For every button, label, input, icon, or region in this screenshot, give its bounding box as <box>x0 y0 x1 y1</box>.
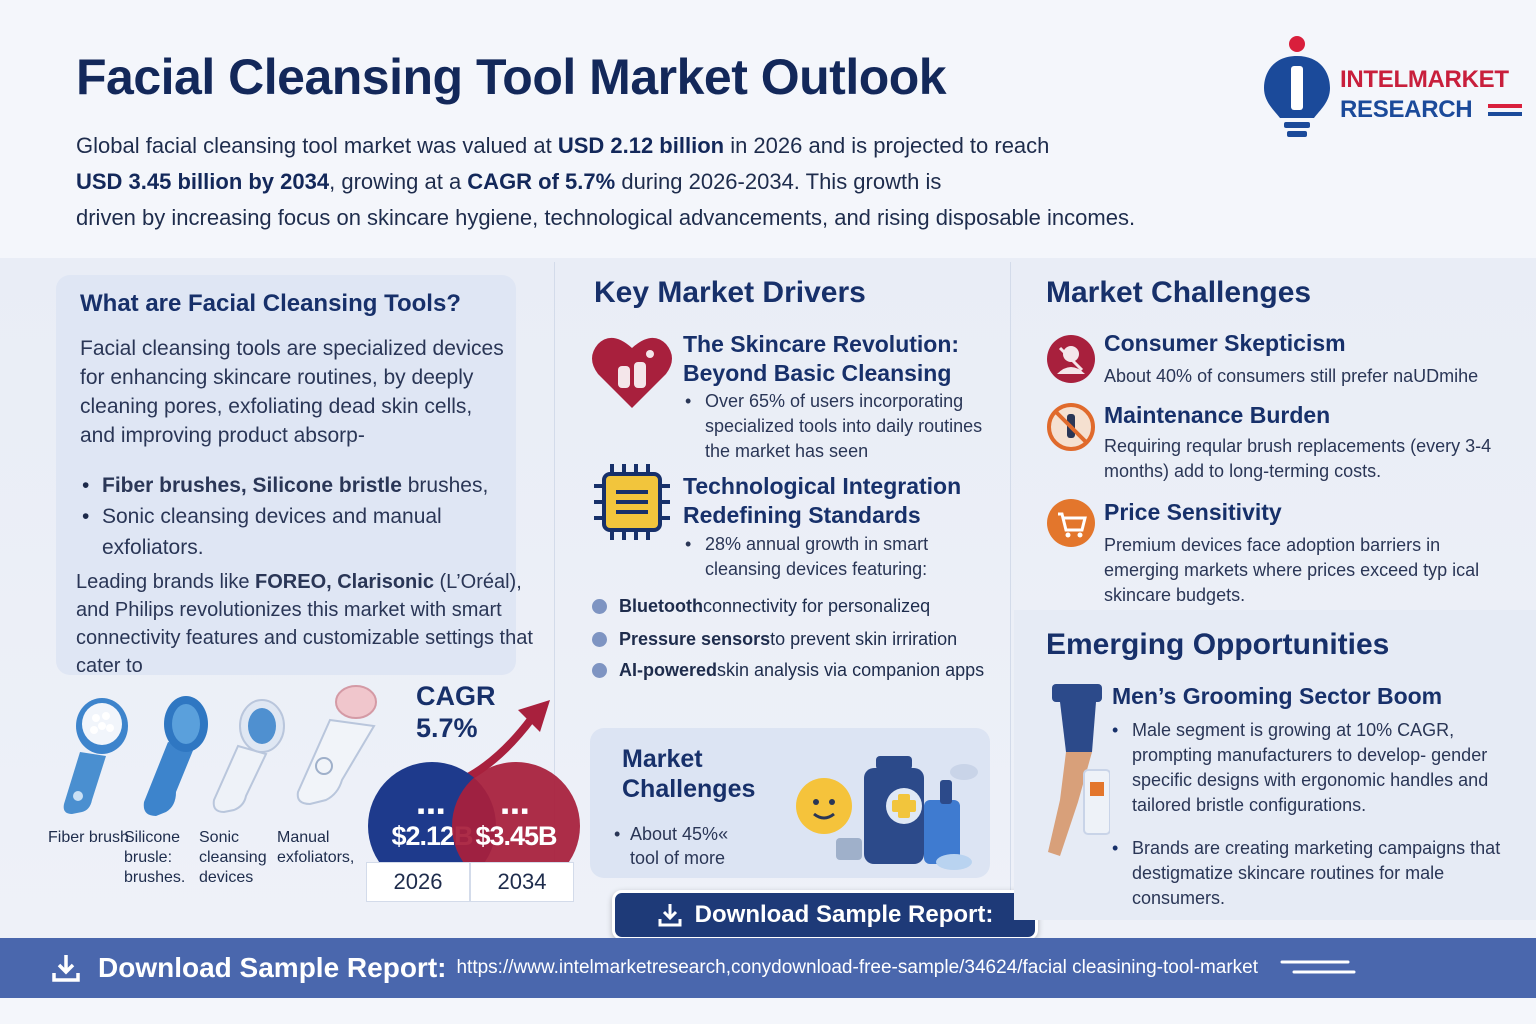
footer-banner[interactable]: Download Sample Report: https://www.inte… <box>0 938 1536 998</box>
fiber-brush-icon <box>63 698 128 814</box>
intelmarket-logo[interactable]: INTELMARKET RESEARCH <box>1262 36 1524 146</box>
feature-bluetooth: Bluetooth connectivity for personalizeq <box>592 596 930 617</box>
driver-bullet: 28% annual growth in smart cleansing dev… <box>683 532 983 582</box>
tool-types-list: Fiber brushes, Silicone bristle brushes,… <box>82 470 512 563</box>
year-label: 2034 <box>470 862 574 902</box>
definition-text: Facial cleansing tools are specialized d… <box>80 337 504 447</box>
driver-title: Technological Integration Redefining Sta… <box>683 473 962 528</box>
definition-title: What are Facial Cleansing Tools? <box>80 290 461 317</box>
feature-pressure-sensors: Pressure sensors to prevent skin irrirat… <box>592 629 957 650</box>
tool-label: Manual exfoliators, <box>277 829 355 866</box>
chip-icon <box>594 464 670 540</box>
cagr-callout: CAGR 5.7% <box>416 681 496 743</box>
intro-paragraph: Global facial cleansing tool market was … <box>76 133 1136 230</box>
silicone-brush-icon <box>143 696 208 816</box>
list-item: Fiber brushes, Silicone bristle brushes, <box>82 470 512 501</box>
tool-label: Silicone brusle: brushes. <box>124 829 186 886</box>
lightbulb-logo-icon <box>1264 36 1330 137</box>
opportunity-bullet: Brands are creating marketing campaigns … <box>1110 836 1520 911</box>
challenge-title: Maintenance Burden <box>1104 402 1331 428</box>
challenges-title: Market Challenges <box>1046 276 1312 309</box>
challenge-desc: Requiring reqular brush replacements (ev… <box>1104 436 1492 481</box>
list-item: Sonic cleansing devices and manual exfol… <box>82 501 512 563</box>
footer-url-link[interactable]: https://www.intelmarketresearch,conydown… <box>456 957 1259 978</box>
column-divider <box>1010 262 1011 902</box>
tool-label: Fiber brush <box>48 829 129 846</box>
column-divider <box>554 262 555 902</box>
tool-label: Sonic cleansing devices <box>199 829 267 886</box>
driver-title: The Skincare Revolution: Beyond Basic Cl… <box>683 331 960 386</box>
skincare-products-illustration-icon <box>796 756 978 870</box>
flag-stripes-icon <box>1488 104 1522 116</box>
footer-label: Download Sample Report: <box>98 952 447 983</box>
opportunity-bullet: Male segment is growing at 10% CAGR, pro… <box>1110 718 1520 818</box>
manual-exfoliator-icon <box>296 685 377 806</box>
challenge-title: Price Sensitivity <box>1104 499 1282 525</box>
challenge-desc: Premium devices face adoption barriers i… <box>1104 535 1480 605</box>
page-title: Facial Cleansing Tool Market Outlook <box>76 49 947 105</box>
skeptic-person-icon <box>1047 335 1095 383</box>
mini-card-title: Market Challenges <box>622 745 756 803</box>
download-icon <box>52 955 80 982</box>
opportunity-subtitle: Men’s Grooming Sector Boom <box>1112 683 1443 709</box>
feature-ai-analysis: AI-powered skin analysis via companion a… <box>592 660 984 681</box>
shopping-cart-icon <box>1047 499 1095 547</box>
challenge-title: Consumer Skepticism <box>1104 330 1346 356</box>
download-icon <box>658 904 682 927</box>
brush-prohibited-icon <box>1047 403 1095 451</box>
year-label: 2026 <box>366 862 470 902</box>
opportunities-title: Emerging Opportunities <box>1046 628 1390 661</box>
mini-card-bullet: About 45%« tool of more <box>614 822 754 870</box>
logo-text-line1: INTELMARKET <box>1340 66 1509 93</box>
logo-text-line2: RESEARCH <box>1340 96 1473 123</box>
heart-skincare-icon <box>592 337 672 408</box>
menu-lines-icon <box>1280 960 1356 974</box>
drivers-title: Key Market Drivers <box>594 276 866 309</box>
driver-bullet: Over 65% of users incorporating speciali… <box>683 389 1003 464</box>
mens-grooming-illustration-icon <box>1048 684 1110 856</box>
sonic-device-icon <box>212 699 285 814</box>
brands-text: Leading brands like FOREO, Clarisonic (L… <box>76 571 533 677</box>
download-sample-button[interactable]: Download Sample Report: <box>612 890 1038 940</box>
challenge-desc: About 40% of consumers still prefer naUD… <box>1104 366 1479 386</box>
